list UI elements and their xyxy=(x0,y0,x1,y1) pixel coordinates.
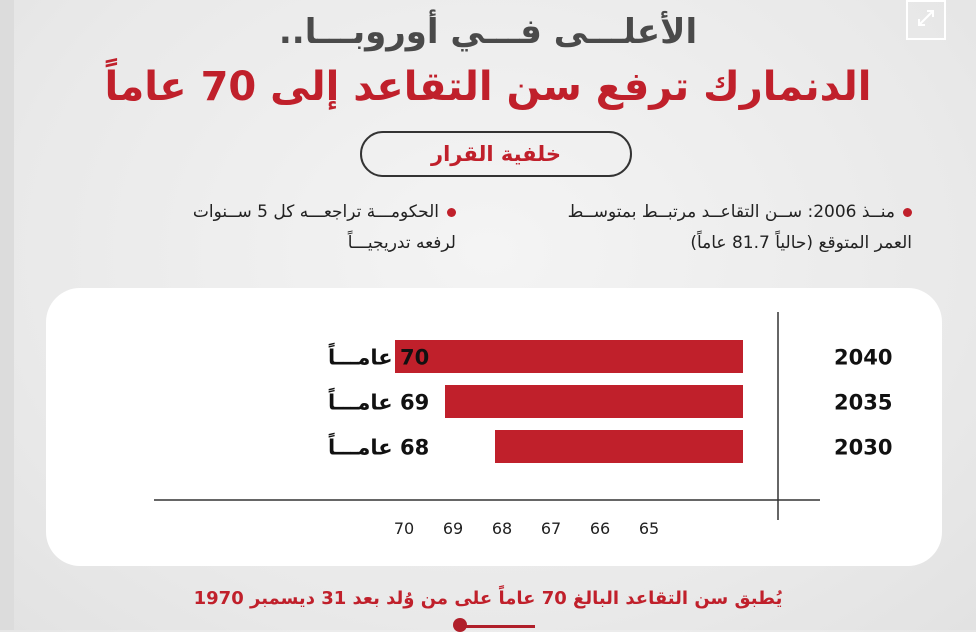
value-label: 69 عامـــاً xyxy=(328,387,429,415)
left-edge-strip xyxy=(0,0,14,630)
x-tick-label: 68 xyxy=(492,519,512,538)
section-pill: خلفية القرار xyxy=(360,131,632,177)
headline-kicker: الأعلـــى فـــي أوروبـــا.. xyxy=(278,12,698,52)
category-label: 2035 xyxy=(834,391,892,415)
value-label: 70 عامـــاً xyxy=(328,342,429,370)
expand-button[interactable] xyxy=(906,0,946,40)
bullet-text-line1: منــذ 2006: ســن التقاعــد مرتبــط بمتوس… xyxy=(567,202,895,222)
bullet-item: منــذ 2006: ســن التقاعــد مرتبــط بمتوس… xyxy=(512,197,912,259)
pointer-dot-icon xyxy=(453,618,467,632)
bar-2040 xyxy=(395,340,743,373)
footer-note: يُطبق سن التقاعد البالغ 70 عاماً على من … xyxy=(193,588,783,609)
bullet-text-line2: العمر المتوقع (حالياً 81.7 عاماً) xyxy=(690,233,912,253)
pointer-line xyxy=(465,625,535,628)
bullet-item: الحكومـــة تراجعـــه كل 5 ســنوات لرفعه … xyxy=(76,197,456,259)
category-label: 2040 xyxy=(834,346,892,370)
x-tick-label: 66 xyxy=(590,519,610,538)
value-label: 68 عامـــاً xyxy=(328,432,429,460)
headline-title: الدنمارك ترفع سن التقاعد إلى 70 عاماً xyxy=(104,64,872,110)
x-tick-label: 70 xyxy=(394,519,414,538)
bullet-text-line1: الحكومـــة تراجعـــه كل 5 ســنوات xyxy=(192,202,439,222)
x-tick-label: 69 xyxy=(443,519,463,538)
bullet-dot-icon xyxy=(447,207,456,217)
x-tick-label: 65 xyxy=(639,519,659,538)
retirement-age-chart: 2040 70 عامـــاً 2035 69 عامـــاً 2030 68 عام… xyxy=(154,312,892,538)
bar-2030 xyxy=(495,430,743,463)
x-tick-label: 67 xyxy=(541,519,561,538)
expand-arrows-icon xyxy=(915,7,937,33)
bullet-text-line2: لرفعه تدريجيـــاً xyxy=(347,233,456,253)
category-label: 2030 xyxy=(834,436,892,460)
bullet-dot-icon xyxy=(903,207,912,217)
chart-panel: 2040 70 عامـــاً 2035 69 عامـــاً 2030 68 عام… xyxy=(46,288,942,566)
bar-2035 xyxy=(445,385,743,418)
